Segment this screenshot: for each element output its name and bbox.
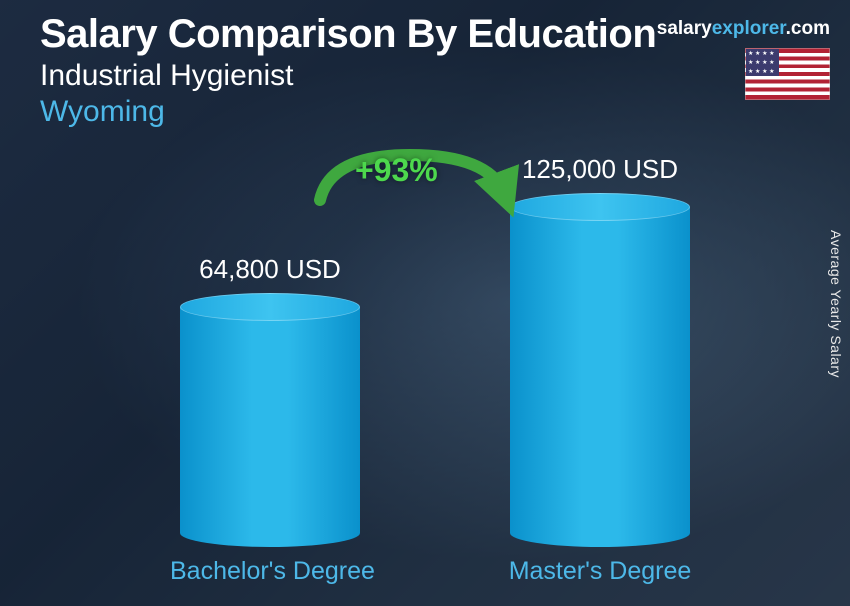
bar-masters: 125,000 USD Master's Degree <box>500 154 700 586</box>
bar-label-bachelors: Bachelor's Degree <box>170 557 370 586</box>
brand-part-com: .com <box>786 18 830 39</box>
percent-change-badge: +93% <box>355 152 438 189</box>
bar-body <box>180 307 360 547</box>
bar-bachelors: 64,800 USD Bachelor's Degree <box>170 254 370 586</box>
bar-label-masters: Master's Degree <box>500 557 700 586</box>
brand-logo-text: salaryexplorer.com <box>657 18 830 40</box>
bar-value-bachelors: 64,800 USD <box>170 254 370 285</box>
flag-icon <box>745 48 830 100</box>
bar-body <box>510 207 690 547</box>
region-name: Wyoming <box>40 95 830 129</box>
bar3d-bachelors <box>180 293 360 547</box>
bar3d-masters <box>510 193 690 547</box>
bar-top-ellipse <box>510 193 690 221</box>
bar-top-ellipse <box>180 293 360 321</box>
brand-part-salary: salary <box>657 18 712 39</box>
brand-part-explorer: explorer <box>712 18 786 39</box>
bar-value-masters: 125,000 USD <box>500 154 700 185</box>
y-axis-label: Average Yearly Salary <box>828 230 844 378</box>
brand-block: salaryexplorer.com <box>657 18 830 100</box>
